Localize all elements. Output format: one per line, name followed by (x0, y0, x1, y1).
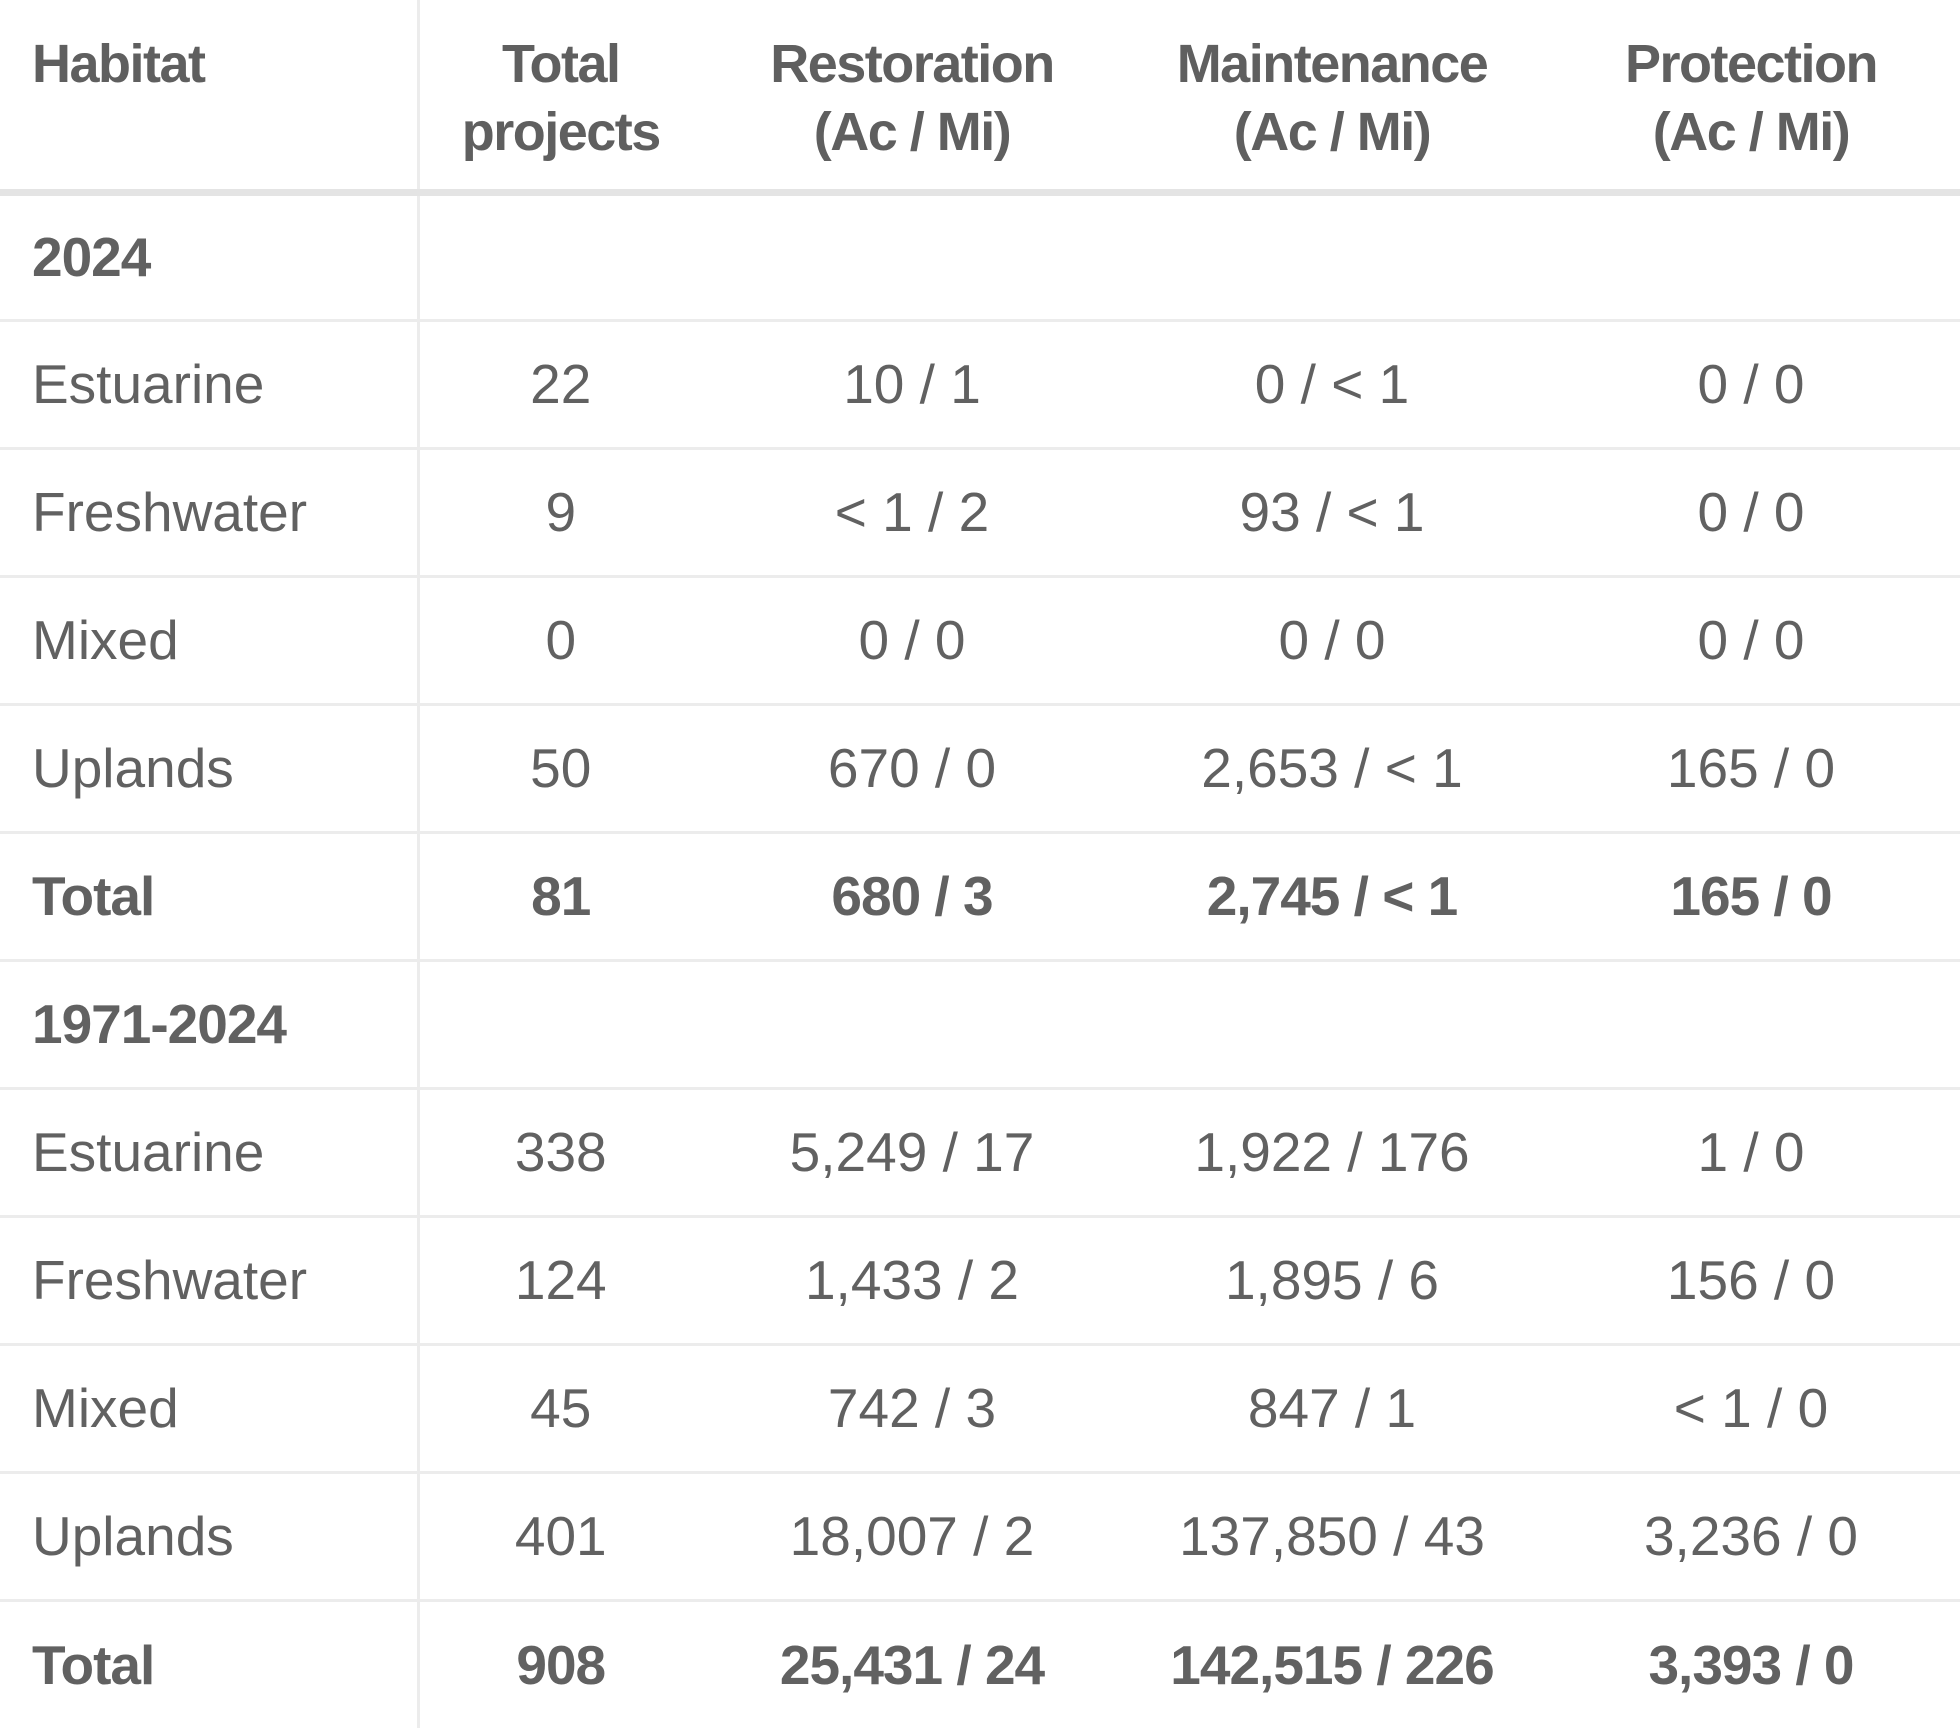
cell-maintenance: 93 / < 1 (1122, 448, 1542, 578)
cell-habitat: Mixed (0, 1344, 420, 1474)
column-header-line: Protection (1624, 34, 1879, 94)
column-header-line: Habitat (32, 34, 206, 94)
cell-habitat: Estuarine (0, 1088, 420, 1218)
table-row: Estuarine 338 5,249 / 17 1,922 / 176 1 / 0 (0, 1088, 1960, 1218)
column-header-line: (Ac / Mi) (813, 102, 1012, 162)
total-protection: 3,393 / 0 (1648, 1633, 1854, 1696)
cell-restoration: 670 / 0 (702, 704, 1122, 834)
cell-restoration: 0 / 0 (702, 576, 1122, 706)
cell-total-projects: 124 (418, 1216, 702, 1346)
empty-cell (1542, 192, 1960, 322)
cell-protection: 3,236 / 0 (1542, 1472, 1960, 1602)
cell-maintenance: 1,895 / 6 (1122, 1216, 1542, 1346)
cell-habitat: Freshwater (0, 1216, 420, 1346)
section-row: 1971-2024 (0, 960, 1960, 1090)
cell-habitat: Uplands (0, 704, 420, 834)
cell-protection: 0 / 0 (1542, 576, 1960, 706)
cell-total-projects: 0 (418, 576, 702, 706)
cell-restoration: 5,249 / 17 (702, 1088, 1122, 1218)
cell-maintenance: 0 / 0 (1122, 576, 1542, 706)
cell-restoration: 18,007 / 2 (702, 1472, 1122, 1602)
empty-cell (1122, 960, 1542, 1090)
total-protection: 165 / 0 (1542, 832, 1960, 962)
table-row: Uplands 50 670 / 0 2,653 / < 1 165 / 0 (0, 704, 1960, 834)
column-header-line: (Ac / Mi) (1652, 102, 1851, 162)
table-row: Freshwater 124 1,433 / 2 1,895 / 6 156 / 0 (0, 1216, 1960, 1346)
cell-maintenance: 2,653 / < 1 (1122, 704, 1542, 834)
cell-habitat: Uplands (0, 1472, 420, 1602)
cell-restoration: 742 / 3 (702, 1344, 1122, 1474)
table-row: Mixed 45 742 / 3 847 / 1 < 1 / 0 (0, 1344, 1960, 1474)
column-header-line: Restoration (770, 34, 1055, 94)
total-restoration: 680 / 3 (702, 832, 1122, 962)
column-header-protection: Protection (Ac / Mi) (1542, 0, 1960, 196)
cell-protection: < 1 / 0 (1542, 1344, 1960, 1474)
cell-total-projects: 50 (418, 704, 702, 834)
cell-restoration: 1,433 / 2 (702, 1216, 1122, 1346)
cell-protection: 156 / 0 (1542, 1216, 1960, 1346)
cell-protection: 1 / 0 (1542, 1088, 1960, 1218)
column-header-line: Total (502, 34, 621, 94)
total-restoration: 25,431 / 24 (779, 1633, 1045, 1696)
total-habitat: Total (0, 1600, 420, 1728)
section-label: 2024 (0, 192, 420, 322)
cell-maintenance: 0 / < 1 (1122, 320, 1542, 450)
empty-cell (1542, 960, 1960, 1090)
cell-restoration: 10 / 1 (702, 320, 1122, 450)
empty-cell (418, 192, 702, 322)
total-row: Total 908 25,431 / 24 142,515 / 226 3,393 / … (0, 1600, 1960, 1728)
column-header-habitat: Habitat (0, 0, 420, 196)
column-header-maintenance: Maintenance (Ac / Mi) (1122, 0, 1542, 196)
total-total-projects: 81 (418, 832, 702, 962)
table-header: Habitat Total projects Restoration (Ac / Mi)… (0, 0, 1960, 196)
cell-habitat: Freshwater (0, 448, 420, 578)
column-header-line: (Ac / Mi) (1233, 102, 1432, 162)
column-header-line: Maintenance (1176, 34, 1489, 94)
section-label: 1971-2024 (0, 960, 420, 1090)
column-header-restoration: Restoration (Ac / Mi) (702, 0, 1122, 196)
header-row: Habitat Total projects Restoration (Ac / Mi)… (0, 0, 1960, 196)
section-row: 2024 (0, 192, 1960, 322)
empty-cell (702, 960, 1122, 1090)
cell-total-projects: 338 (418, 1088, 702, 1218)
total-row: Total 81 680 / 3 2,745 / < 1 165 / 0 (0, 832, 1960, 962)
column-header-line: projects (461, 102, 662, 162)
cell-habitat: Estuarine (0, 320, 420, 450)
total-habitat: Total (0, 832, 420, 962)
cell-habitat: Mixed (0, 576, 420, 706)
total-maintenance: 2,745 / < 1 (1122, 832, 1542, 962)
cell-maintenance: 1,922 / 176 (1122, 1088, 1542, 1218)
column-header-total-projects: Total projects (418, 0, 702, 196)
total-total-projects: 908 (516, 1633, 606, 1696)
cell-restoration: < 1 / 2 (702, 448, 1122, 578)
cell-protection: 165 / 0 (1542, 704, 1960, 834)
empty-cell (702, 192, 1122, 322)
cell-total-projects: 401 (418, 1472, 702, 1602)
empty-cell (1122, 192, 1542, 322)
cell-maintenance: 847 / 1 (1122, 1344, 1542, 1474)
table-row: Uplands 401 18,007 / 2 137,850 / 43 3,236 / … (0, 1472, 1960, 1602)
cell-total-projects: 22 (418, 320, 702, 450)
empty-cell (418, 960, 702, 1090)
cell-total-projects: 9 (418, 448, 702, 578)
total-maintenance: 142,515 / 226 (1170, 1633, 1494, 1696)
cell-protection: 0 / 0 (1542, 320, 1960, 450)
cell-total-projects: 45 (418, 1344, 702, 1474)
cell-protection: 0 / 0 (1542, 448, 1960, 578)
cell-maintenance: 137,850 / 43 (1122, 1472, 1542, 1602)
